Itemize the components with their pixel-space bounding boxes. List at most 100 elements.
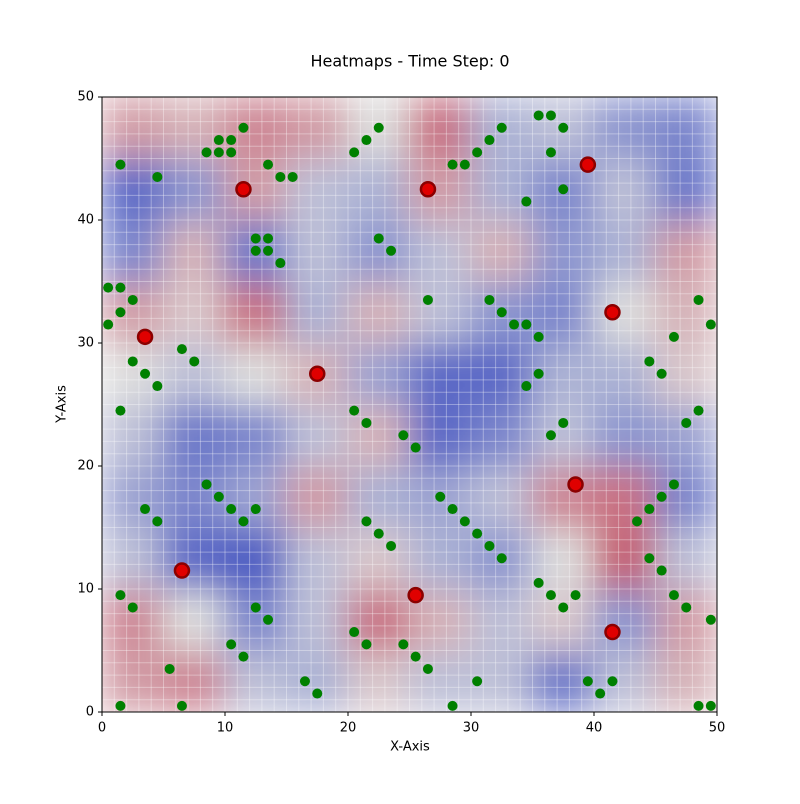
heat-cell xyxy=(470,157,534,221)
red-point xyxy=(136,328,154,346)
heat-cell xyxy=(654,157,717,221)
heat-cell xyxy=(224,280,288,344)
red-point xyxy=(309,365,326,382)
green-point xyxy=(263,245,274,256)
green-point xyxy=(164,663,175,674)
heat-cell xyxy=(531,219,595,283)
green-point xyxy=(570,590,581,601)
x-tick-label: 30 xyxy=(463,721,480,736)
green-point xyxy=(533,577,544,588)
green-point xyxy=(656,491,667,502)
heat-cell xyxy=(162,157,226,221)
green-point xyxy=(472,676,483,687)
heat-cell xyxy=(408,403,472,467)
heat-cell xyxy=(285,465,349,529)
red-point xyxy=(419,181,437,198)
heat-cell xyxy=(285,526,349,590)
green-point xyxy=(152,171,163,182)
green-point xyxy=(201,147,212,158)
green-point xyxy=(349,405,360,416)
green-point xyxy=(558,417,569,428)
green-point xyxy=(545,110,556,121)
heat-cell xyxy=(593,97,657,160)
heat-cell xyxy=(224,526,288,590)
heat-cell xyxy=(470,342,534,406)
green-point xyxy=(668,590,679,601)
green-point xyxy=(582,676,593,687)
green-point xyxy=(484,294,495,305)
green-point xyxy=(115,700,126,711)
heat-cell xyxy=(593,219,657,283)
green-point xyxy=(238,122,249,133)
green-point xyxy=(115,282,126,293)
y-axis-label: Y-Axis xyxy=(55,385,70,424)
green-point xyxy=(484,135,495,146)
green-point xyxy=(447,159,458,170)
green-point xyxy=(533,331,544,342)
heat-cell xyxy=(347,649,411,712)
heat-cell xyxy=(285,403,349,467)
green-point xyxy=(496,553,507,564)
green-point xyxy=(484,540,495,551)
green-point xyxy=(189,356,200,367)
heat-cell xyxy=(531,403,595,467)
green-point xyxy=(472,528,483,539)
y-tick-label: 30 xyxy=(77,336,94,351)
heat-cell xyxy=(285,157,349,221)
green-point xyxy=(152,516,163,527)
x-tick-label: 40 xyxy=(586,721,603,736)
heat-cell xyxy=(408,97,472,160)
green-point xyxy=(398,639,409,650)
green-point xyxy=(226,135,237,146)
green-point xyxy=(705,614,716,625)
green-point xyxy=(681,417,692,428)
y-tick-label: 20 xyxy=(77,459,94,474)
heat-cell xyxy=(531,465,595,529)
cell-grid xyxy=(102,97,717,712)
heat-cell xyxy=(162,280,226,344)
red-point xyxy=(567,476,584,493)
heat-cell xyxy=(102,649,165,712)
green-point xyxy=(275,171,286,182)
green-point xyxy=(386,245,397,256)
green-point xyxy=(693,405,704,416)
green-point xyxy=(435,491,446,502)
green-point xyxy=(213,147,224,158)
heat-cell xyxy=(654,649,717,712)
green-point xyxy=(176,700,187,711)
green-point xyxy=(632,516,643,527)
red-point xyxy=(579,156,597,173)
heat-cell xyxy=(162,403,226,467)
heat-cell xyxy=(531,588,595,652)
y-tick-label: 0 xyxy=(86,705,94,720)
green-point xyxy=(447,700,458,711)
green-point xyxy=(115,159,126,170)
heat-cell xyxy=(224,465,288,529)
heat-cell xyxy=(285,649,349,712)
green-point xyxy=(361,135,372,146)
green-point xyxy=(373,528,384,539)
heat-cell xyxy=(285,280,349,344)
green-point xyxy=(533,368,544,379)
heat-cell xyxy=(470,403,534,467)
heat-cell xyxy=(593,157,657,221)
green-point xyxy=(373,233,384,244)
green-point xyxy=(226,504,237,515)
green-point xyxy=(705,700,716,711)
green-point xyxy=(263,233,274,244)
green-point xyxy=(496,307,507,318)
heat-cell xyxy=(102,526,165,590)
heat-cell xyxy=(654,280,717,344)
green-point xyxy=(558,184,569,195)
heat-cell xyxy=(162,588,226,652)
green-point xyxy=(361,639,372,650)
heat-cell xyxy=(162,526,226,590)
green-point xyxy=(533,110,544,121)
heat-cell xyxy=(102,342,165,406)
green-point xyxy=(140,504,151,515)
heat-cell xyxy=(102,403,165,467)
heat-cell xyxy=(408,280,472,344)
green-point xyxy=(275,258,286,269)
green-point xyxy=(705,319,716,330)
heat-cell xyxy=(102,588,165,652)
